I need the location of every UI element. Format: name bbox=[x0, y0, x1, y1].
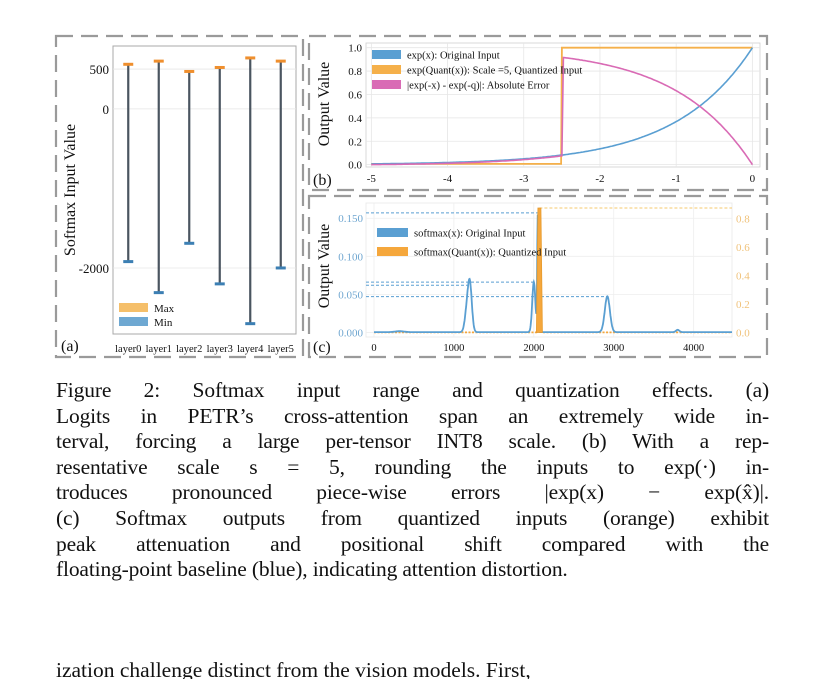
panel-b-ticks: -5 -4 -3 -2 -1 0 0.0 0.2 0.4 0.6 0.8 1.0 bbox=[348, 43, 755, 185]
x-tick-label: 3000 bbox=[603, 343, 624, 354]
body-text-line: ization challenge distinct from the visi… bbox=[56, 662, 531, 679]
series-line-abs-error bbox=[371, 56, 754, 166]
panel-c-chart: 0 1000 2000 3000 4000 0.000 0.050 0.100 0.150 0.0… bbox=[313, 202, 750, 356]
y-tick-label-left: 0.100 bbox=[338, 251, 363, 263]
caption-line: terval, forcing a large per-tensor INT8 … bbox=[56, 429, 769, 454]
y-tick-label-left: 0.050 bbox=[338, 289, 363, 301]
x-tick-label: -3 bbox=[519, 173, 529, 185]
caption-line: troduces pronounced piece-wise errors |e… bbox=[56, 480, 769, 505]
panel-c-label: (c) bbox=[313, 339, 331, 356]
y-tick-label: 0.4 bbox=[348, 113, 362, 125]
panel-a-gridlines bbox=[113, 68, 296, 269]
x-tick-label: 4000 bbox=[683, 343, 704, 354]
y-tick-label: 500 bbox=[90, 62, 110, 77]
panel-borders bbox=[54, 34, 769, 359]
y-tick-label-right: 0.2 bbox=[736, 299, 750, 311]
caption-line: floating-point baseline (blue), indicati… bbox=[56, 557, 568, 582]
panel-c-series bbox=[374, 207, 732, 334]
y-tick-label: 1.0 bbox=[348, 43, 362, 55]
legend-swatch-error bbox=[372, 80, 401, 89]
panel-b-series bbox=[371, 46, 754, 166]
panel-c-border bbox=[307, 194, 769, 359]
x-tick-label: 0 bbox=[750, 173, 756, 185]
caption-line: Logits in PETR’s cross-attention span an… bbox=[56, 403, 769, 428]
series-line-quantized bbox=[371, 46, 753, 165]
panel-b-legend: exp(x): Original Input exp(Quant(x)): Sc… bbox=[372, 50, 582, 92]
x-tick-label: 2000 bbox=[523, 343, 544, 354]
y-tick-label-left: 0.150 bbox=[338, 213, 363, 225]
legend-label-min: Min bbox=[154, 317, 173, 329]
series-line-softmax-original bbox=[374, 214, 732, 333]
panel-b-border bbox=[307, 34, 769, 192]
figure-caption: Figure 2: Softmax input range and quanti… bbox=[56, 378, 769, 583]
y-tick-label-right: 0.4 bbox=[736, 271, 750, 283]
caption-line: peak attenuation and positional shift co… bbox=[56, 531, 769, 556]
legend-label-exp: exp(x): Original Input bbox=[407, 51, 500, 62]
y-tick-label: 0.0 bbox=[348, 160, 362, 172]
panel-a-legend: Max Min bbox=[119, 303, 175, 329]
x-tick-label: 1000 bbox=[443, 343, 464, 354]
panel-c-ticks: 0 1000 2000 3000 4000 0.000 0.050 0.100 0.150 0.0… bbox=[338, 213, 750, 354]
x-tick-label: layer1 bbox=[146, 344, 172, 355]
x-tick-label: -1 bbox=[672, 173, 681, 185]
x-tick-label: -4 bbox=[443, 173, 453, 185]
x-tick-label: 0 bbox=[371, 343, 376, 354]
x-tick-label: layer0 bbox=[115, 344, 141, 355]
caption-line: (c) Softmax outputs from quantized input… bbox=[56, 505, 769, 530]
x-tick-label: layer4 bbox=[237, 344, 264, 355]
panel-c-reference-lines bbox=[366, 207, 732, 298]
legend-label-max: Max bbox=[154, 303, 175, 315]
panel-a-chart: 500 0 -2000 layer0 layer1 layer2 layer3 layer4… bbox=[61, 45, 297, 355]
caption-line: Figure 2: Softmax input range and quanti… bbox=[56, 378, 769, 402]
panel-a-range-bars bbox=[123, 56, 286, 326]
y-tick-label: 0.6 bbox=[348, 89, 362, 101]
y-tick-label-left: 0.000 bbox=[338, 327, 363, 339]
legend-swatch-exp bbox=[372, 50, 401, 59]
panel-b-chart: -5 -4 -3 -2 -1 0 0.0 0.2 0.4 0.6 0.8 1.0 Output Val… bbox=[313, 42, 761, 189]
legend-swatch-quant bbox=[372, 65, 401, 74]
y-tick-label: -2000 bbox=[79, 261, 109, 276]
panel-c-plot-area bbox=[365, 202, 733, 338]
legend-swatch-softmax bbox=[377, 228, 408, 237]
legend-label-softmax: softmax(x): Original Input bbox=[414, 229, 525, 240]
legend-swatch-softmax-quant bbox=[377, 247, 408, 256]
y-tick-label-right: 0.0 bbox=[736, 327, 750, 339]
softmax-quantized-peak bbox=[536, 207, 543, 333]
panel-c-legend: softmax(x): Original Input softmax(Quant… bbox=[377, 228, 566, 259]
legend-label-softmax-quant: softmax(Quant(x)): Quantized Input bbox=[414, 248, 566, 259]
panel-a-ylabel: Softmax Input Value bbox=[62, 124, 79, 256]
caption-line: resentative scale s = 5, rounding the in… bbox=[56, 454, 769, 479]
legend-label-quant: exp(Quant(x)): Scale =5, Quantized Input bbox=[407, 66, 582, 77]
panel-a-border bbox=[54, 34, 305, 359]
legend-label-error: |exp(-x) - exp(-q)|: Absolute Error bbox=[407, 81, 550, 92]
x-tick-label: -2 bbox=[595, 173, 604, 185]
panel-a-y-ticks: 500 0 -2000 bbox=[79, 62, 109, 276]
y-tick-label: 0 bbox=[103, 102, 110, 117]
x-tick-label: layer5 bbox=[268, 344, 294, 355]
y-tick-label: 0.8 bbox=[348, 66, 362, 78]
panel-a-label: (a) bbox=[61, 338, 79, 355]
figure-2: 500 0 -2000 layer0 layer1 layer2 layer3 layer4… bbox=[54, 34, 769, 359]
panel-a-x-ticks: layer0 layer1 layer2 layer3 layer4 layer5 bbox=[115, 344, 294, 355]
y-tick-label: 0.2 bbox=[348, 136, 362, 148]
x-tick-label: layer3 bbox=[207, 344, 233, 355]
legend-swatch-min bbox=[119, 317, 148, 326]
x-tick-label: -5 bbox=[367, 173, 377, 185]
legend-swatch-max bbox=[119, 303, 148, 312]
y-tick-label-right: 0.8 bbox=[736, 214, 750, 226]
panel-b-ylabel: Output Value bbox=[316, 62, 333, 147]
panel-a-plot-area bbox=[112, 45, 297, 335]
panel-c-ylabel: Output Value bbox=[316, 224, 333, 309]
body-text-fragment: ization challenge distinct from the visi… bbox=[56, 662, 816, 679]
x-tick-label: layer2 bbox=[176, 344, 202, 355]
panel-b-label: (b) bbox=[313, 172, 332, 189]
y-tick-label-right: 0.6 bbox=[736, 242, 750, 254]
